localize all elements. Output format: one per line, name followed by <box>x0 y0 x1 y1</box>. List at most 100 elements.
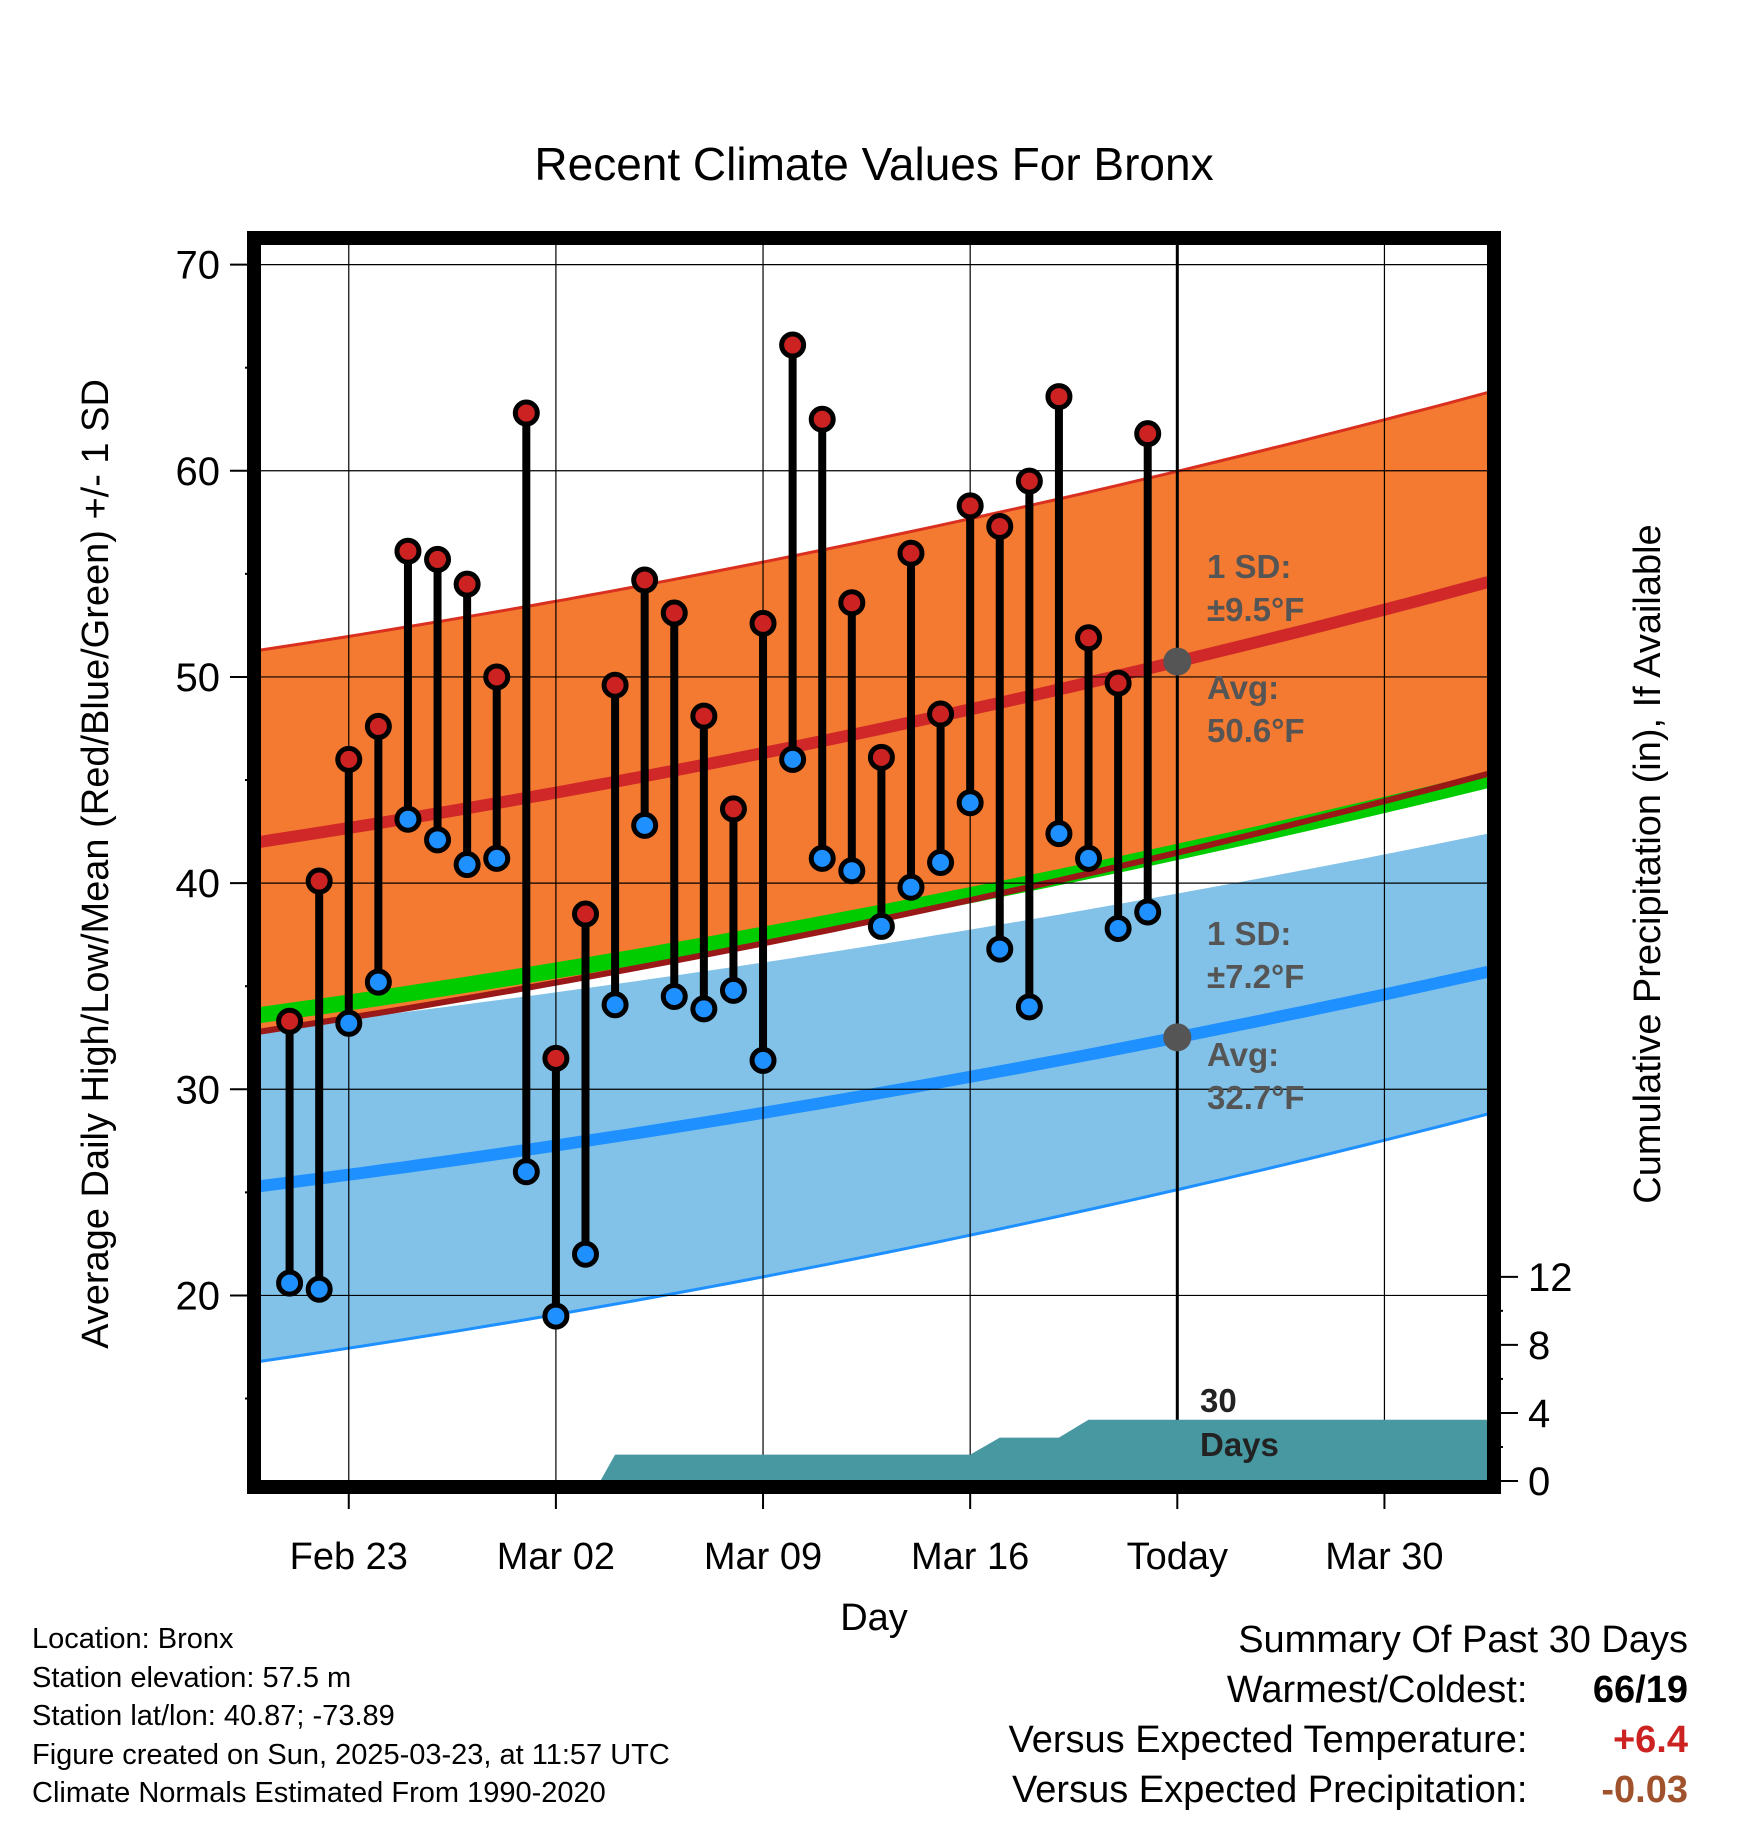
created-text: Figure created on Sun, 2025-03-23, at 11… <box>32 1738 670 1771</box>
low-point <box>719 976 747 1004</box>
high-point <box>512 399 540 427</box>
high-point <box>335 745 363 773</box>
low-sd-label: 1 SD: <box>1207 915 1291 952</box>
y-left-tick-label: 70 <box>176 244 221 288</box>
y-right-tick-label: 4 <box>1528 1392 1550 1436</box>
y-axis-label-left: Average Daily High/Low/Mean (Red/Blue/Gr… <box>75 379 117 1349</box>
low-point <box>897 873 925 901</box>
y-right-tick-label: 0 <box>1528 1460 1550 1504</box>
summary-warm-cold-row: Warmest/Coldest: 66/19 <box>1009 1665 1688 1715</box>
gridlines <box>260 234 1488 1481</box>
days-count: 30 <box>1200 1382 1237 1419</box>
low-sd-value: ±7.2°F <box>1207 958 1304 995</box>
low-point <box>335 1009 363 1037</box>
days-label: Days <box>1200 1426 1279 1463</box>
low-sd-lower-edge <box>259 1112 1489 1363</box>
x-tick-label: Today <box>1127 1536 1228 1578</box>
summary-temp-row: Versus Expected Temperature: +6.4 <box>1009 1715 1688 1765</box>
high-point <box>690 702 718 730</box>
low-point <box>601 991 629 1019</box>
high-point <box>601 671 629 699</box>
low-point <box>838 857 866 885</box>
plot-border <box>247 231 1501 1494</box>
precip-label: Versus Expected Precipitation: <box>1012 1769 1528 1811</box>
precip-value: -0.03 <box>1601 1769 1688 1811</box>
y-left-tick-label: 40 <box>176 862 221 906</box>
low-avg-label: Avg: <box>1207 1036 1279 1073</box>
high-point <box>571 900 599 928</box>
high-point <box>660 599 688 627</box>
low-point <box>660 983 688 1011</box>
high-point <box>276 1007 304 1035</box>
low-point <box>1045 820 1073 848</box>
summary-panel: Summary Of Past 30 Days Warmest/Coldest:… <box>1009 1615 1688 1815</box>
temp-value: +6.4 <box>1612 1719 1688 1761</box>
normals-text: Climate Normals Estimated From 1990-2020 <box>32 1777 606 1809</box>
low-point <box>779 745 807 773</box>
high-point <box>394 537 422 565</box>
y-left-tick-label: 20 <box>176 1274 221 1318</box>
location-text: Location: Bronx <box>32 1623 234 1655</box>
low-point <box>542 1302 570 1330</box>
high-point <box>1045 383 1073 411</box>
low-point <box>571 1240 599 1268</box>
y-right-tick-label: 8 <box>1528 1324 1550 1368</box>
high-point <box>927 700 955 728</box>
high-point <box>1134 420 1162 448</box>
high-avg-value: 50.6°F <box>1207 712 1305 749</box>
low-point <box>986 935 1014 963</box>
warm-cold-value: 66/19 <box>1592 1669 1688 1711</box>
summary-title: Summary Of Past 30 Days <box>1238 1619 1688 1661</box>
y-axis-label-right: Cumulative Precipitation (in), If Availa… <box>1627 524 1669 1203</box>
normal-bands <box>258 390 1490 1363</box>
low-point <box>1015 993 1043 1021</box>
high-sd-band <box>260 392 1488 1032</box>
high-sd-value: ±9.5°F <box>1207 591 1304 628</box>
high-point <box>424 545 452 573</box>
warmest-value: 66 <box>1592 1669 1636 1711</box>
x-tick-label: Mar 02 <box>497 1536 615 1578</box>
elevation-text: Station elevation: 57.5 m <box>32 1661 352 1694</box>
low-point <box>808 844 836 872</box>
low-point <box>1075 844 1103 872</box>
high-point <box>897 539 925 567</box>
high-sd-label: 1 SD: <box>1207 548 1291 585</box>
low-point <box>453 851 481 879</box>
low-point <box>1134 898 1162 926</box>
low-point <box>512 1158 540 1186</box>
chart-title: Recent Climate Values For Bronx <box>534 138 1213 190</box>
x-tick-label: Feb 23 <box>290 1536 408 1578</box>
warm-cold-label: Warmest/Coldest: <box>1226 1669 1528 1711</box>
low-avg-value: 32.7°F <box>1207 1079 1305 1116</box>
low-point <box>364 968 392 996</box>
axes: 20 30 40 50 60 70 0 4 8 12 Feb 23 Mar 02 Mar 09 Mar 1… <box>176 244 1573 1578</box>
high-point <box>631 566 659 594</box>
x-tick-label: Mar 30 <box>1325 1536 1443 1578</box>
high-point <box>749 609 777 637</box>
low-point <box>690 995 718 1023</box>
latlon-text: Station lat/lon: 40.87; -73.89 <box>32 1700 395 1732</box>
low-point <box>956 789 984 817</box>
x-tick-label: Mar 16 <box>911 1536 1029 1578</box>
high-avg-label: Avg: <box>1207 669 1279 706</box>
low-point <box>305 1275 333 1303</box>
annotations: 1 SD: ±9.5°F Avg: 50.6°F 1 SD: ±7.2°F Av… <box>1200 548 1305 1463</box>
high-point <box>453 570 481 598</box>
low-point <box>927 849 955 876</box>
plot-frame <box>247 231 1501 1494</box>
low-point <box>424 826 452 854</box>
low-point <box>276 1269 304 1297</box>
daily-dots <box>276 331 1192 1330</box>
x-axis-label: Day <box>840 1597 908 1639</box>
high-point <box>867 743 895 771</box>
low-point <box>1104 914 1132 942</box>
high-point <box>483 663 511 691</box>
low-point <box>631 811 659 839</box>
high-point <box>986 512 1014 540</box>
low-point <box>483 844 511 872</box>
x-tick-label: Mar 09 <box>704 1536 822 1578</box>
low-point <box>749 1046 777 1074</box>
high-point <box>719 795 747 823</box>
today-low-avg-marker <box>1163 1023 1192 1052</box>
high-point <box>1075 624 1103 652</box>
